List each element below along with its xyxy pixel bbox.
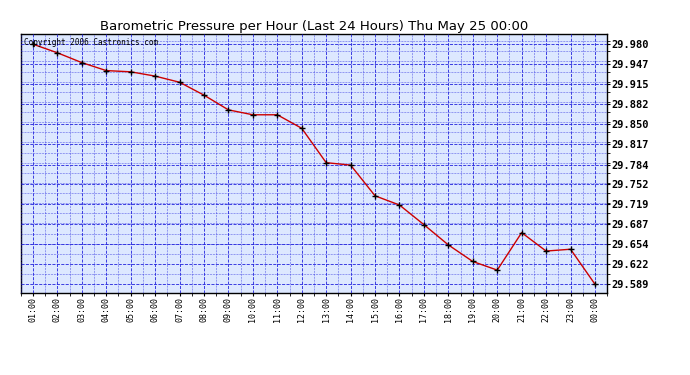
Text: Copyright 2006 Castronics.com: Copyright 2006 Castronics.com: [23, 38, 158, 46]
Title: Barometric Pressure per Hour (Last 24 Hours) Thu May 25 00:00: Barometric Pressure per Hour (Last 24 Ho…: [100, 20, 528, 33]
